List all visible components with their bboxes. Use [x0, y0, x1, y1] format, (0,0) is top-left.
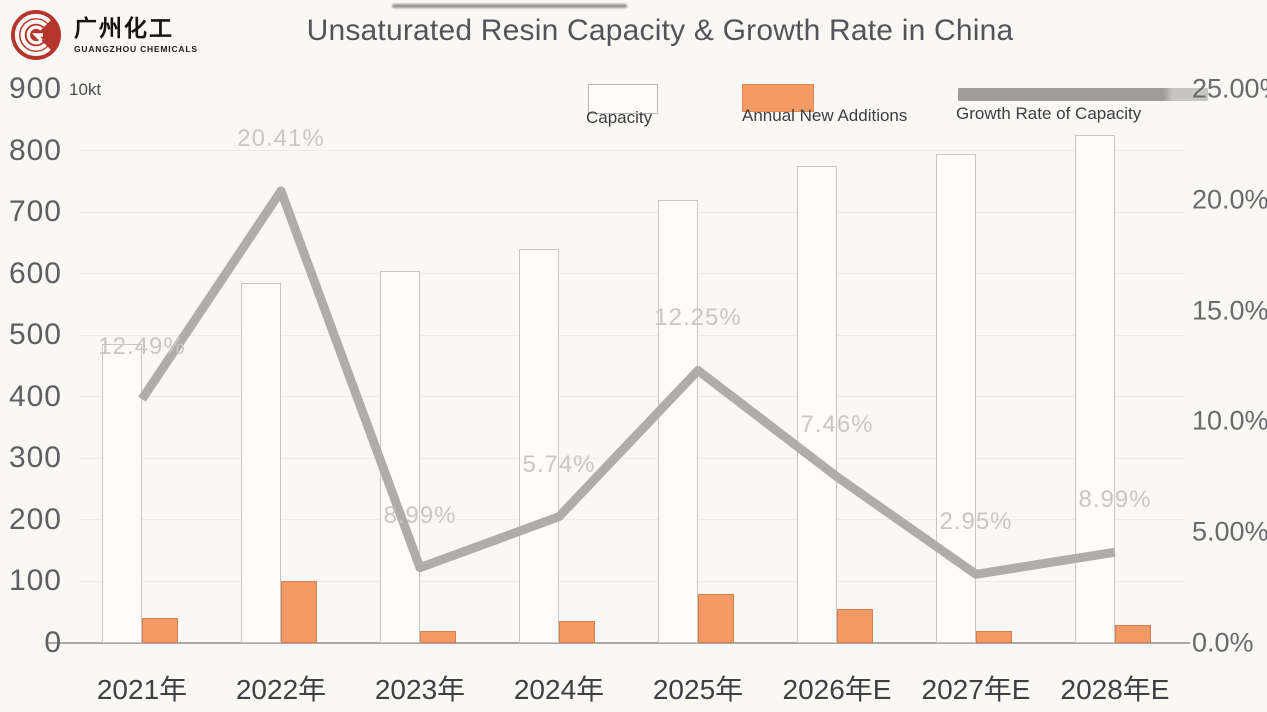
logo-chinese-name: 广州化工 [74, 15, 174, 42]
additions-bar [559, 621, 595, 643]
logo-english-name: GUANGZHOU CHEMICALS [74, 43, 198, 54]
left-axis-tick: 600 [8, 256, 62, 290]
left-axis-tick: 400 [8, 379, 62, 413]
growth-data-label: 12.25% [654, 304, 742, 332]
gridline [80, 580, 1185, 582]
additions-bar [420, 630, 456, 643]
left-axis-tick: 100 [8, 564, 62, 598]
capacity-bar [380, 270, 420, 643]
logo-mark-icon [11, 10, 61, 60]
gridline [80, 273, 1185, 275]
growth-data-label: 8.99% [383, 501, 457, 529]
right-axis-tick: 15.0% [1192, 295, 1267, 326]
legend-growth-label: Growth Rate of Capacity [956, 104, 1142, 123]
x-axis-label: 2028年E [1060, 674, 1170, 705]
legend-growth-line-swatch [958, 88, 1208, 101]
legend-additions-swatch [742, 84, 814, 112]
growth-data-label: 12.49% [98, 333, 186, 361]
additions-bar [698, 593, 734, 643]
right-axis-tick: 5.00% [1192, 516, 1267, 547]
left-axis-tick: 700 [8, 195, 62, 229]
left-axis-tick: 500 [8, 318, 62, 352]
growth-data-label: 5.74% [522, 450, 596, 478]
capacity-bar [102, 344, 142, 643]
left-axis-tick: 300 [8, 441, 62, 475]
x-axis-label: 2022年 [235, 674, 327, 705]
left-axis-unit: 10kt [69, 80, 102, 99]
growth-data-label: 8.99% [1078, 486, 1152, 514]
capacity-bar [797, 165, 837, 643]
x-axis-label: 2021年 [96, 674, 188, 705]
scan-artifact [392, 4, 627, 8]
left-axis-tick: 0 [44, 626, 62, 659]
growth-data-label: 2.95% [939, 508, 1013, 536]
additions-bar [281, 581, 317, 643]
capacity-bar [1075, 135, 1115, 643]
legend-additions-label: Annual New Additions [742, 106, 908, 125]
additions-bar [1115, 624, 1151, 643]
x-axis-label: 2025年 [652, 674, 744, 705]
legend-capacity-swatch [588, 84, 658, 114]
x-axis-label: 2027年E [921, 674, 1031, 705]
logo-wordmark: 广州化工 GUANGZHOU CHEMICALS [74, 15, 198, 54]
additions-bar [142, 618, 178, 643]
capacity-bar [936, 153, 976, 643]
company-logo: 广州化工 GUANGZHOU CHEMICALS [10, 6, 230, 64]
legend-capacity-label: Capacity [586, 108, 653, 127]
page-title: Unsaturated Resin Capacity & Growth Rate… [306, 14, 1014, 47]
right-axis-tick: 20.0% [1192, 184, 1267, 215]
left-axis-tick: 800 [8, 133, 62, 167]
additions-bar [837, 609, 873, 643]
capacity-bar [658, 199, 698, 643]
right-axis-tick: 25.00% [1192, 73, 1267, 104]
gridline [80, 150, 1185, 152]
growth-data-label: 7.46% [800, 410, 874, 438]
x-axis-label: 2024年 [513, 674, 605, 705]
x-axis-line [48, 642, 1190, 644]
right-axis-tick: 10.0% [1192, 405, 1267, 436]
capacity-bar [519, 249, 559, 643]
x-axis-label: 2023年 [374, 674, 466, 705]
left-axis-tick: 200 [8, 502, 62, 536]
capacity-bar [241, 282, 281, 643]
x-axis-label: 2026年E [782, 674, 892, 705]
left-axis-tick: 900 [8, 72, 62, 105]
additions-bar [976, 630, 1012, 643]
gridline [80, 211, 1185, 213]
growth-data-label: 20.41% [237, 124, 325, 152]
right-axis-tick: 0.0% [1192, 627, 1254, 658]
